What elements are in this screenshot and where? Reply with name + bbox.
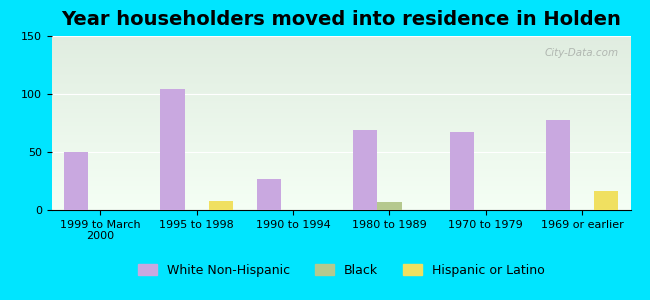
Bar xyxy=(450,132,474,210)
Bar xyxy=(354,130,378,210)
Bar xyxy=(594,191,618,210)
Bar xyxy=(257,179,281,210)
Text: City-Data.com: City-Data.com xyxy=(545,48,619,58)
Bar xyxy=(378,202,402,210)
Bar xyxy=(64,152,88,210)
Bar xyxy=(209,201,233,210)
Title: Year householders moved into residence in Holden: Year householders moved into residence i… xyxy=(61,10,621,29)
Bar xyxy=(546,119,570,210)
Legend: White Non-Hispanic, Black, Hispanic or Latino: White Non-Hispanic, Black, Hispanic or L… xyxy=(133,259,549,282)
Bar xyxy=(161,89,185,210)
